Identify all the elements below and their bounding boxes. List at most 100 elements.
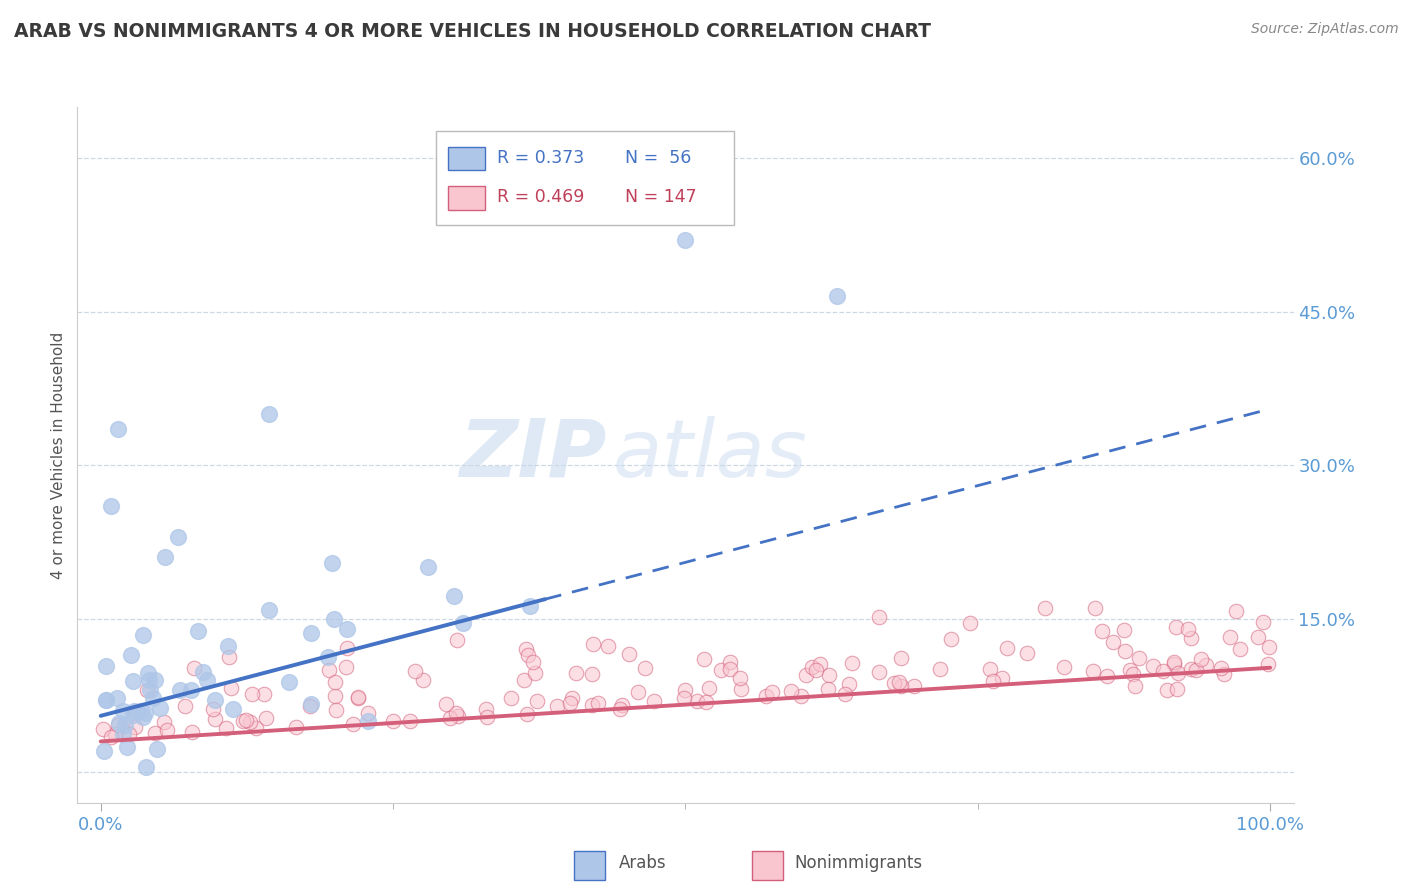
Point — [804, 663, 827, 677]
Point — [617, 647, 640, 661]
Point — [235, 713, 257, 727]
Point — [779, 684, 801, 698]
Point — [202, 702, 225, 716]
Point — [145, 742, 167, 756]
Point — [526, 694, 548, 708]
Text: N = 147: N = 147 — [624, 188, 696, 206]
Point — [252, 687, 274, 701]
Point — [143, 673, 166, 687]
Point — [214, 722, 236, 736]
Point — [204, 712, 226, 726]
Point — [808, 657, 831, 671]
Point — [299, 626, 322, 640]
Point — [1163, 655, 1185, 669]
Point — [434, 697, 457, 711]
Point — [254, 711, 277, 725]
Point — [1084, 601, 1107, 615]
Point — [695, 695, 717, 709]
Point — [132, 710, 155, 724]
Point — [217, 639, 239, 653]
Point — [903, 679, 925, 693]
Point — [412, 673, 434, 687]
Y-axis label: 4 or more Vehicles in Household: 4 or more Vehicles in Household — [51, 331, 66, 579]
Point — [1166, 620, 1188, 634]
Text: Source: ZipAtlas.com: Source: ZipAtlas.com — [1251, 22, 1399, 37]
Point — [239, 714, 262, 729]
FancyBboxPatch shape — [752, 851, 783, 880]
Point — [890, 651, 912, 665]
Text: ZIP: ZIP — [458, 416, 606, 494]
Text: R = 0.469: R = 0.469 — [496, 188, 585, 206]
Point — [114, 717, 136, 731]
Point — [135, 760, 157, 774]
Point — [121, 673, 143, 688]
Point — [519, 599, 541, 614]
Point — [979, 662, 1001, 676]
Point — [883, 676, 905, 690]
Point — [316, 649, 339, 664]
Point — [612, 698, 634, 712]
Point — [673, 682, 696, 697]
Point — [686, 694, 709, 708]
Point — [1053, 660, 1076, 674]
Point — [1184, 664, 1206, 678]
Point — [94, 693, 117, 707]
Point — [221, 681, 243, 696]
Point — [643, 694, 665, 708]
Point — [522, 655, 544, 669]
Point — [1180, 662, 1202, 676]
Point — [323, 689, 346, 703]
Point — [515, 642, 537, 657]
Point — [475, 710, 498, 724]
Point — [100, 499, 122, 513]
Point — [609, 701, 631, 715]
Point — [298, 699, 321, 714]
Point — [447, 709, 470, 723]
Point — [523, 665, 546, 680]
Point — [755, 689, 778, 703]
Point — [257, 603, 280, 617]
Point — [889, 675, 911, 690]
Point — [718, 655, 741, 669]
Point — [1156, 683, 1178, 698]
Point — [129, 704, 152, 718]
Point — [834, 687, 856, 701]
Point — [322, 612, 344, 626]
Point — [122, 708, 145, 723]
Point — [285, 720, 308, 734]
Point — [125, 704, 148, 718]
Point — [675, 233, 697, 247]
Point — [105, 691, 128, 706]
Point — [169, 683, 191, 698]
Point — [627, 685, 650, 699]
Point — [1083, 664, 1105, 678]
Point — [546, 699, 568, 714]
Point — [356, 706, 378, 721]
Point — [173, 698, 195, 713]
Point — [325, 703, 347, 717]
Point — [1142, 659, 1164, 673]
Point — [443, 589, 465, 603]
Point — [1219, 630, 1241, 644]
Point — [512, 673, 534, 687]
Point — [673, 690, 696, 705]
Point — [1257, 640, 1279, 654]
Point — [446, 633, 468, 648]
Point — [404, 664, 426, 678]
Point — [1163, 657, 1185, 672]
Point — [959, 615, 981, 630]
Point — [501, 691, 523, 706]
Point — [1033, 601, 1056, 615]
Point — [451, 616, 474, 631]
Point — [1095, 669, 1118, 683]
FancyBboxPatch shape — [574, 851, 605, 880]
Point — [841, 656, 863, 670]
Point — [156, 723, 179, 738]
Point — [890, 679, 912, 693]
Point — [104, 726, 127, 740]
Point — [718, 662, 741, 676]
Point — [107, 422, 129, 436]
Point — [318, 663, 340, 677]
Point — [135, 683, 157, 698]
Point — [111, 704, 134, 718]
